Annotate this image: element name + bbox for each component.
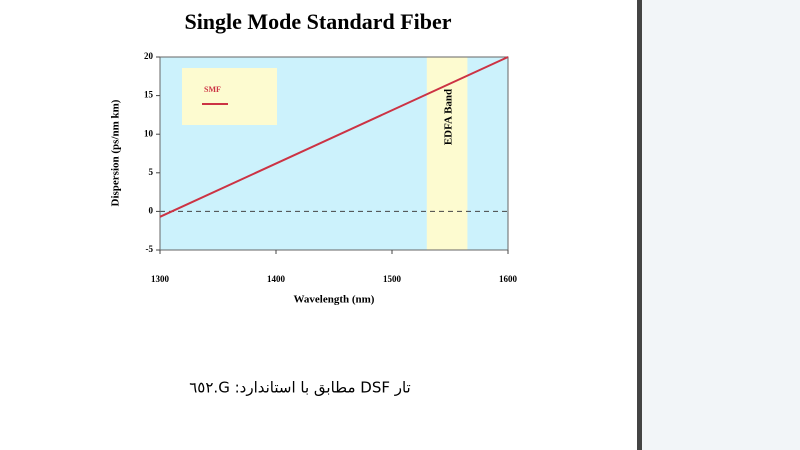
y-tick-label: 0: [149, 205, 154, 215]
y-tick-label: 15: [144, 90, 154, 100]
y-tick-label: -5: [146, 244, 154, 254]
x-tick-label: 1300: [151, 274, 170, 284]
legend-label: SMF: [204, 85, 221, 94]
series-line: [159, 56, 509, 218]
y-axis-label: Dispersion (ps/nm km): [110, 99, 122, 206]
legend-box: [182, 68, 277, 125]
caption: تار DSF مطابق با استاندارد: G.٦٥٢: [189, 379, 410, 397]
plot-frame: [159, 56, 509, 251]
band-label: EDFA Band: [443, 89, 455, 145]
x-tick-label: 1600: [499, 274, 518, 284]
side-area: [642, 0, 800, 450]
y-tick-label: 20: [144, 51, 154, 61]
page-edge: [637, 0, 642, 450]
chart-title: Single Mode Standard Fiber: [184, 9, 451, 34]
y-tick-label: 5: [149, 167, 154, 177]
band: [426, 57, 468, 250]
y-tick-label: 10: [144, 128, 154, 138]
x-axis-label: Wavelength (nm): [294, 294, 375, 306]
x-tick-label: 1400: [267, 274, 286, 284]
x-tick-label: 1500: [383, 274, 402, 284]
